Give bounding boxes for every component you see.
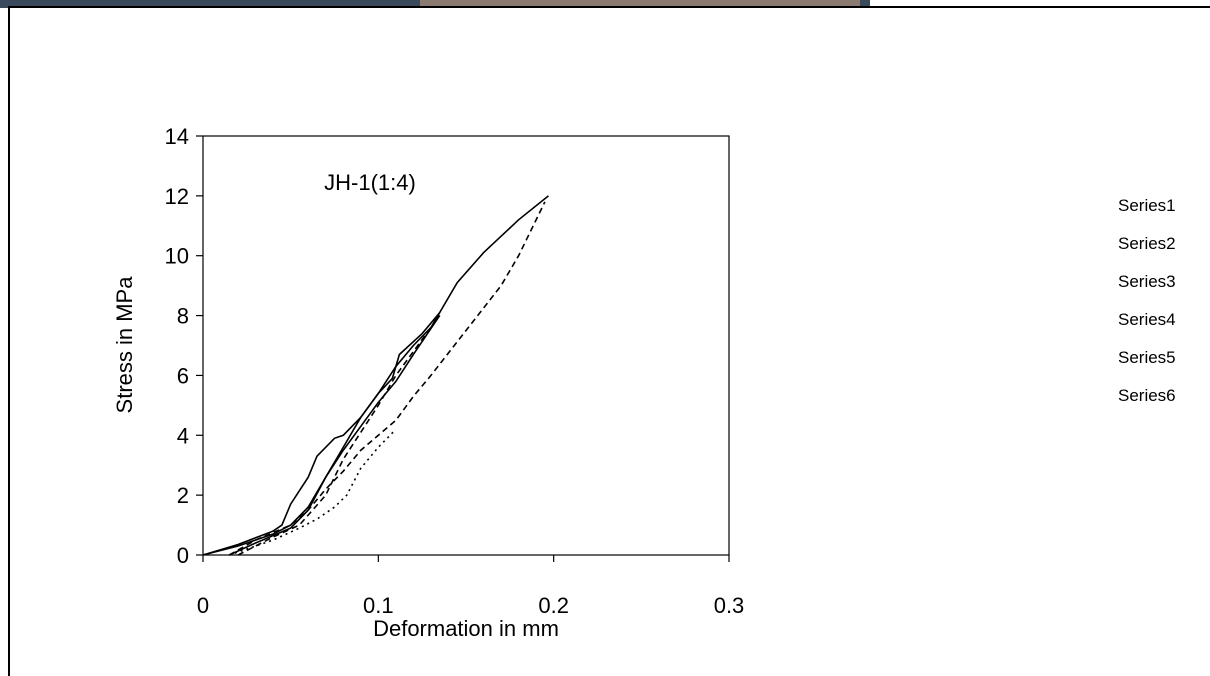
- chart: JH-1(1:4) Deformation in mm Stress in MP…: [112, 124, 1176, 641]
- y-tick-label: 2: [177, 483, 189, 508]
- page-edge: [0, 8, 8, 676]
- y-tick-label: 14: [165, 124, 189, 149]
- x-axis-label: Deformation in mm: [373, 616, 559, 641]
- y-tick-label: 12: [165, 184, 189, 209]
- y-tick-label: 6: [177, 363, 189, 388]
- x-tick-label: 0: [197, 593, 209, 618]
- background-photo-strip: [420, 0, 860, 6]
- legend-entry: Series1: [1118, 196, 1176, 215]
- y-tick-label: 8: [177, 304, 189, 329]
- x-tick-label: 0.1: [363, 593, 394, 618]
- legend-entry: Series4: [1118, 310, 1176, 329]
- x-tick-label: 0.3: [714, 593, 745, 618]
- series-line: [228, 201, 546, 556]
- plot-frame: [202, 135, 730, 556]
- series-line: [228, 315, 441, 556]
- chart-title: JH-1(1:4): [324, 170, 416, 195]
- y-axis-label: Stress in MPa: [112, 276, 137, 414]
- series-line: [229, 428, 397, 556]
- series-line: [237, 315, 441, 556]
- y-tick-label: 10: [165, 244, 189, 269]
- x-tick-label: 0.2: [538, 593, 569, 618]
- y-tick-label: 0: [177, 543, 189, 568]
- y-tick-label: 4: [177, 423, 189, 448]
- legend-entry: Series6: [1118, 386, 1176, 405]
- legend-entry: Series3: [1118, 272, 1176, 291]
- series-line: [202, 312, 441, 556]
- series-line: [202, 195, 549, 556]
- legend-entry: Series2: [1118, 234, 1176, 253]
- legend-entry: Series5: [1118, 348, 1176, 367]
